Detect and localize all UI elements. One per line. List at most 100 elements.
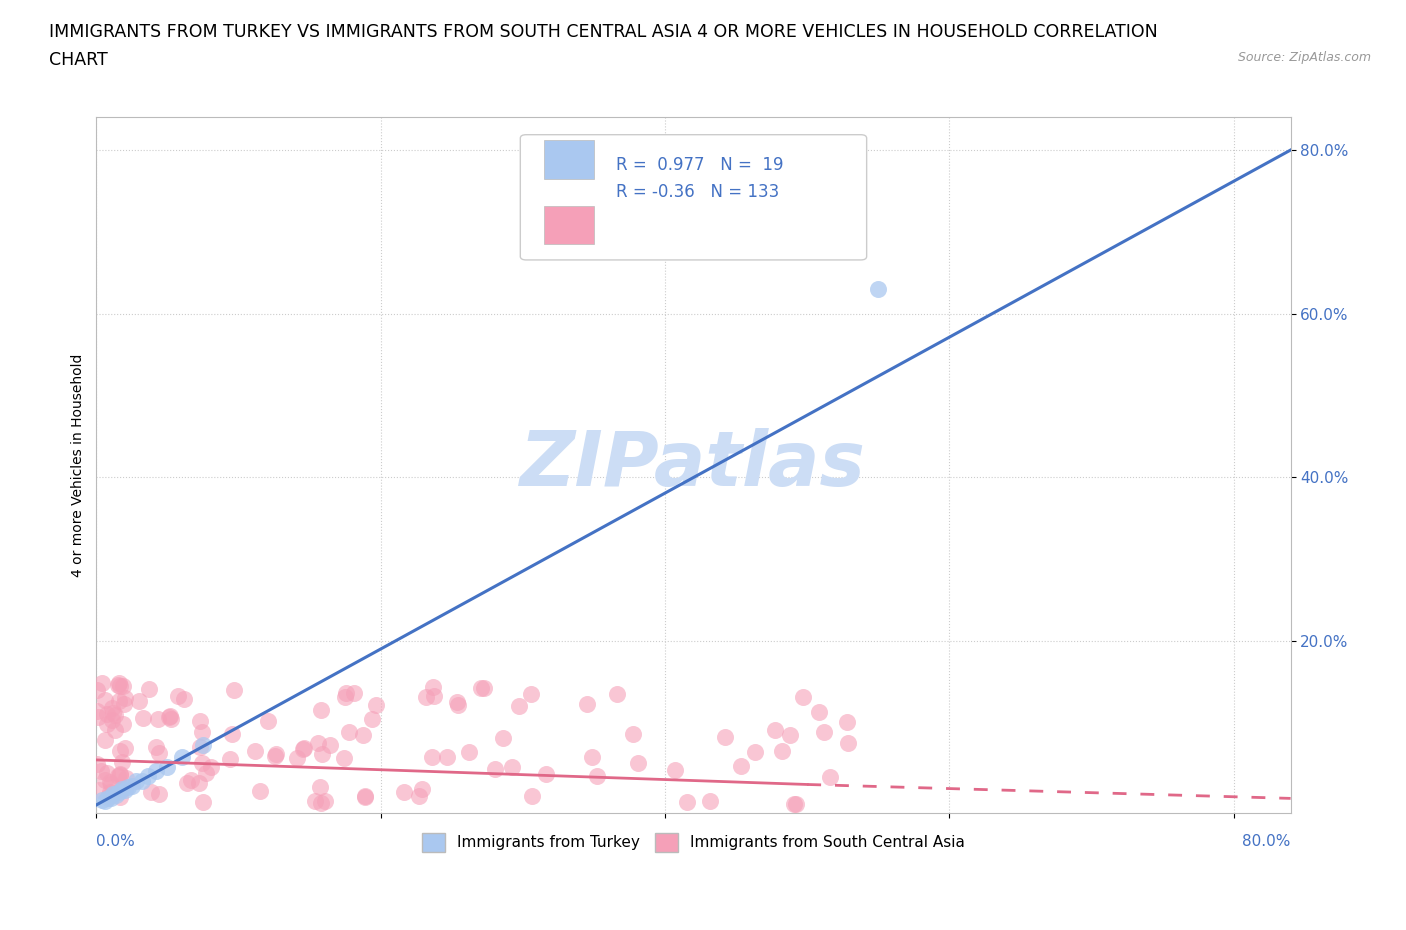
Point <box>136 768 159 783</box>
Point <box>114 783 136 798</box>
Point <box>818 769 841 784</box>
Point <box>98 784 121 799</box>
Point <box>534 766 557 781</box>
Point <box>837 736 859 751</box>
Point <box>364 698 387 712</box>
Point <box>713 729 735 744</box>
Point <box>112 679 135 694</box>
Point <box>304 793 326 808</box>
Point <box>333 690 356 705</box>
Point <box>110 755 132 770</box>
Point <box>264 748 287 763</box>
Point <box>292 741 315 756</box>
Point <box>131 774 153 789</box>
Point <box>808 705 831 720</box>
Point <box>352 728 374 743</box>
Point <box>337 724 360 739</box>
Point <box>353 789 375 804</box>
Point <box>101 700 124 715</box>
Point <box>190 755 212 770</box>
Point <box>101 713 124 728</box>
Point <box>193 794 215 809</box>
Point <box>195 765 218 780</box>
Point <box>343 685 366 700</box>
Point <box>94 772 117 787</box>
Text: 80.0%: 80.0% <box>1243 833 1291 848</box>
Point <box>86 710 108 724</box>
Point <box>285 751 308 765</box>
Point <box>139 784 162 799</box>
Point <box>360 711 382 726</box>
Point <box>309 780 332 795</box>
Text: R = -0.36   N = 133: R = -0.36 N = 133 <box>616 183 779 202</box>
Point <box>121 778 143 793</box>
Point <box>868 282 890 297</box>
Point <box>835 714 858 729</box>
Point <box>508 698 530 713</box>
Point <box>108 743 131 758</box>
Text: CHART: CHART <box>49 51 108 69</box>
Point <box>180 773 202 788</box>
Point <box>159 709 181 724</box>
Point <box>100 777 122 791</box>
Point <box>420 750 443 764</box>
Point <box>170 750 193 764</box>
Point <box>114 691 136 706</box>
Point <box>138 682 160 697</box>
Point <box>581 750 603 764</box>
Point <box>730 759 752 774</box>
Point <box>408 789 430 804</box>
Point <box>249 783 271 798</box>
Point <box>446 698 468 712</box>
Text: R =  0.977   N =  19: R = 0.977 N = 19 <box>616 155 783 174</box>
Point <box>311 746 333 761</box>
Point <box>221 726 243 741</box>
Point <box>472 681 495 696</box>
Point <box>132 711 155 725</box>
Point <box>224 683 246 698</box>
Point <box>292 741 315 756</box>
Point <box>86 757 108 772</box>
Point <box>423 688 446 703</box>
Point <box>436 750 458 764</box>
Point <box>457 745 479 760</box>
Point <box>785 797 807 812</box>
Point <box>110 766 132 781</box>
Point <box>86 683 108 698</box>
FancyBboxPatch shape <box>544 140 595 179</box>
Point <box>86 703 108 718</box>
Point <box>91 675 114 690</box>
Point <box>96 706 118 721</box>
Text: Source: ZipAtlas.com: Source: ZipAtlas.com <box>1237 51 1371 64</box>
Point <box>173 691 195 706</box>
Point <box>112 697 135 711</box>
Point <box>108 675 131 690</box>
Point <box>108 694 131 709</box>
Point <box>699 793 721 808</box>
Point <box>446 695 468 710</box>
Point <box>115 771 138 786</box>
Point <box>96 765 118 780</box>
Point <box>779 728 801 743</box>
Point <box>191 737 214 752</box>
Point <box>97 790 120 804</box>
Point <box>190 713 212 728</box>
Point <box>156 759 179 774</box>
Point <box>145 764 167 778</box>
Point <box>114 740 136 755</box>
Point <box>501 759 523 774</box>
Point <box>492 730 515 745</box>
Point <box>415 689 437 704</box>
Text: 0.0%: 0.0% <box>97 833 135 848</box>
Point <box>125 774 148 789</box>
Point <box>484 762 506 777</box>
Point <box>157 710 180 724</box>
Point <box>145 739 167 754</box>
Point <box>111 782 134 797</box>
Point <box>91 792 114 807</box>
Point <box>176 776 198 790</box>
Point <box>104 708 127 723</box>
Point <box>576 697 599 711</box>
Point <box>101 706 124 721</box>
Point <box>108 768 131 783</box>
